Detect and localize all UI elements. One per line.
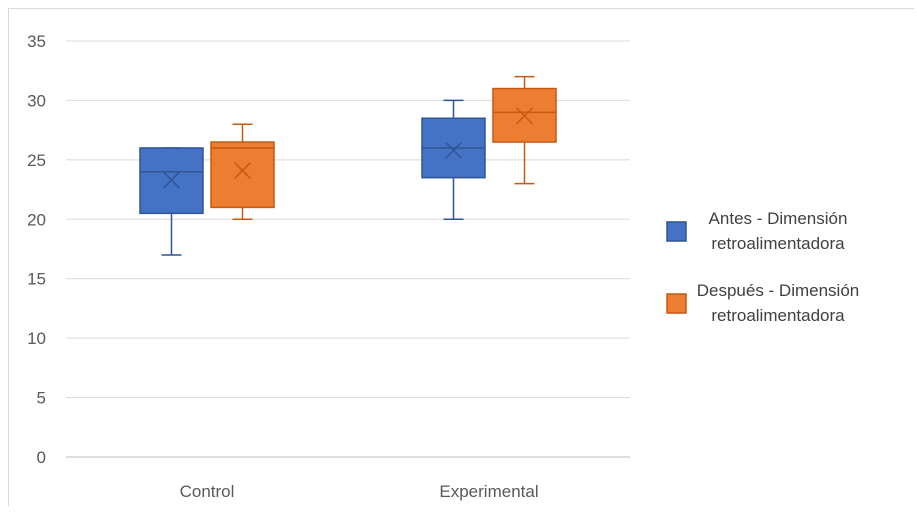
y-tick-label: 0 (37, 448, 46, 467)
y-tick-label: 5 (37, 389, 46, 408)
y-tick-label: 25 (27, 151, 46, 170)
y-tick-label: 15 (27, 270, 46, 289)
y-axis-ticks: 0 5 10 15 20 25 30 35 (27, 32, 46, 467)
legend-label-line: Antes - Dimensión (709, 209, 848, 228)
y-tick-label: 10 (27, 329, 46, 348)
x-category-label: Experimental (439, 482, 538, 501)
mean-marker-b (162, 171, 181, 189)
legend-label: Antes - Dimensión retroalimentadora (709, 209, 848, 253)
legend-label-line: retroalimentadora (711, 306, 845, 325)
legend-label: Después - Dimensión retroalimentadora (697, 281, 860, 325)
box-antes-control (139, 147, 204, 256)
mean-marker-b (444, 141, 463, 159)
box-series (139, 75, 557, 256)
legend-swatch (666, 221, 687, 242)
chart-border (8, 8, 914, 506)
y-tick-label: 35 (27, 32, 46, 51)
mean-marker-b (233, 162, 252, 180)
box-despues-control (210, 123, 275, 221)
legend-label-line: Después - Dimensión (697, 281, 860, 300)
box-despues-experimental (492, 75, 557, 185)
legend-label-line: retroalimentadora (711, 234, 845, 253)
x-axis-categories: Control Experimental (180, 482, 539, 501)
legend: Antes - Dimensión retroalimentadoraDespué… (666, 209, 860, 325)
x-category-label: Control (180, 482, 235, 501)
iqr-box (210, 141, 275, 209)
mean-marker-b (515, 107, 534, 125)
y-tick-label: 20 (27, 210, 46, 229)
legend-swatch (666, 293, 687, 314)
box-antes-experimental (421, 99, 486, 221)
y-tick-label: 30 (27, 91, 46, 110)
